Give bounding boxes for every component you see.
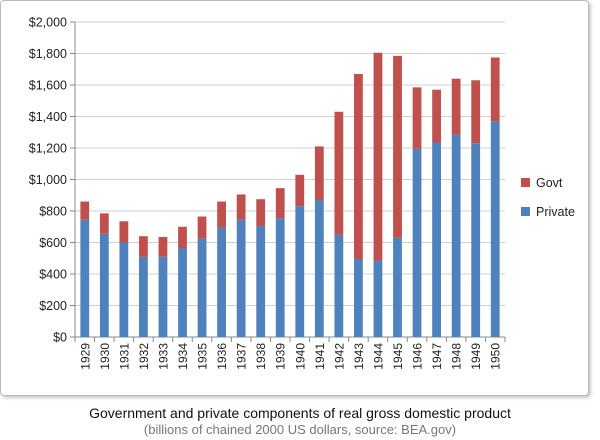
bar-govt-1938 [256, 199, 266, 226]
bar-govt-1944 [373, 52, 383, 261]
chart-frame: $0 $200 $400 $600 $800 $1,000 $1,200 $1,400 $1,6… [0, 0, 589, 396]
bar-private-1936 [217, 227, 226, 337]
bar-govt-1931 [119, 221, 129, 243]
y-tick-label: $800 [39, 205, 67, 219]
y-tick-label: $1,000 [29, 173, 67, 187]
x-tick-label: 1931 [117, 343, 131, 370]
bar-private-1934 [178, 248, 187, 337]
x-tick-label: 1936 [215, 343, 229, 370]
legend-swatch-private [521, 207, 530, 216]
x-tick-label: 1940 [293, 343, 307, 370]
y-tick-label: $200 [39, 299, 67, 313]
bar-govt-1950 [490, 57, 500, 122]
x-tick-label: 1935 [196, 343, 210, 370]
y-tick-label: $2,000 [29, 16, 67, 30]
bar-govt-1929 [80, 201, 90, 220]
bar-govt-1936 [217, 201, 226, 228]
y-tick-label: $1,200 [29, 142, 67, 156]
x-tick-label: 1946 [411, 343, 425, 370]
bar-private-1942 [334, 234, 344, 337]
x-tick-label: 1947 [430, 343, 444, 370]
bar-private-1937 [236, 219, 246, 337]
bar-govt-1940 [295, 174, 305, 207]
bar-govt-1932 [139, 236, 148, 257]
y-tick-label: $1,600 [29, 79, 67, 93]
bar-private-1949 [471, 143, 481, 337]
x-tick-label: 1945 [391, 343, 405, 370]
x-tick-label: 1944 [371, 343, 385, 370]
bar-govt-1948 [451, 78, 461, 135]
x-tick-label: 1937 [235, 343, 249, 370]
bar-private-1947 [432, 142, 441, 337]
y-tick-label: $1,800 [29, 47, 67, 61]
x-tick-label: 1934 [176, 343, 190, 370]
stacked-bar-chart: $0 $200 $400 $600 $800 $1,000 $1,200 $1,400 $1,6… [29, 16, 575, 370]
bar-govt-1946 [412, 87, 422, 149]
x-tick-label: 1950 [489, 343, 503, 370]
x-tick-label: 1948 [450, 343, 464, 370]
bar-private-1945 [393, 237, 402, 337]
bar-private-1944 [373, 260, 383, 337]
bar-govt-1935 [197, 216, 207, 239]
x-tick-label: 1930 [98, 343, 112, 370]
bar-govt-1943 [354, 73, 363, 260]
bar-govt-1942 [334, 111, 344, 235]
bar-govt-1947 [432, 89, 441, 143]
bar-private-1943 [354, 259, 363, 337]
bar-govt-1949 [471, 80, 481, 144]
bar-govt-1945 [393, 55, 402, 238]
bar-private-1929 [80, 219, 90, 337]
legend-label-private: Private [536, 205, 575, 219]
x-tick-label: 1939 [274, 343, 288, 370]
bar-govt-1933 [158, 236, 168, 257]
caption-subtitle: (billions of chained 2000 US dollars, so… [143, 422, 457, 437]
x-tick-label: 1942 [332, 343, 346, 370]
legend-label-govt: Govt [536, 176, 563, 190]
bar-private-1931 [119, 242, 129, 337]
x-tick-label: 1949 [469, 343, 483, 370]
bar-govt-1939 [275, 188, 285, 219]
bar-govt-1930 [99, 213, 109, 234]
x-tick-label: 1932 [137, 343, 151, 370]
y-tick-label: $1,400 [29, 110, 67, 124]
bar-private-1932 [139, 256, 148, 337]
x-tick-label: 1941 [313, 343, 327, 370]
bar-private-1939 [275, 218, 285, 337]
x-tick-label: 1929 [78, 343, 92, 370]
caption: Government and private components of rea… [0, 405, 600, 438]
x-tick-label: 1943 [352, 343, 366, 370]
caption-title: Government and private components of rea… [89, 405, 511, 421]
bar-private-1950 [490, 121, 500, 337]
bar-private-1930 [99, 233, 109, 337]
bar-govt-1937 [236, 194, 246, 220]
x-tick-label: 1933 [156, 343, 170, 370]
x-tick-label: 1938 [254, 343, 268, 370]
bar-private-1941 [314, 199, 324, 337]
bar-govt-1941 [314, 146, 324, 200]
y-tick-label: $400 [39, 268, 67, 282]
bar-private-1948 [451, 134, 461, 337]
bar-private-1935 [197, 238, 207, 337]
bar-private-1946 [412, 148, 422, 337]
bar-private-1933 [158, 256, 168, 337]
y-tick-label: $600 [39, 236, 67, 250]
legend-swatch-govt [521, 178, 530, 187]
y-tick-label: $0 [53, 331, 67, 345]
bar-govt-1934 [178, 226, 187, 249]
bar-private-1938 [256, 225, 266, 337]
bar-private-1940 [295, 206, 305, 337]
